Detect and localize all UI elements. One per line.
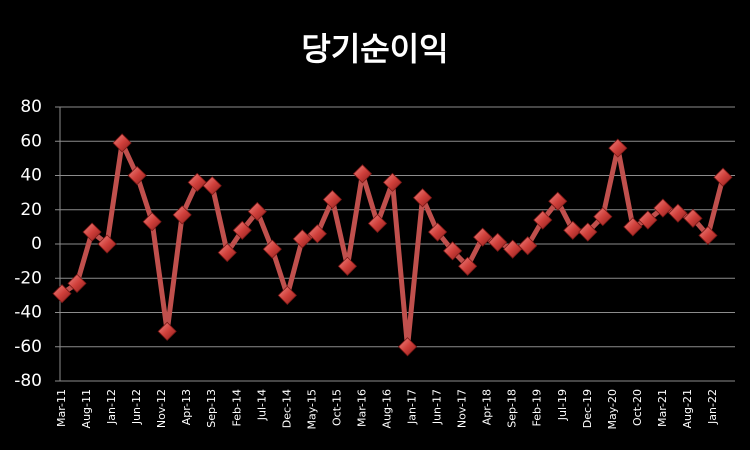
x-tick-label: May-20 [606,389,619,430]
marker [698,225,718,246]
marker [97,234,117,254]
x-tick-label: Oct-15 [330,389,343,426]
x-tick-label: Aug-11 [80,389,93,428]
x-tick-label: Sep-13 [205,389,218,428]
marker [683,208,703,228]
marker [443,241,463,261]
marker [593,207,613,227]
x-tick-label: Feb-19 [531,389,544,426]
marker [428,222,448,242]
marker [247,201,267,222]
y-tick-label: -80 [14,371,42,391]
marker [367,213,388,234]
marker [337,256,357,276]
x-tick-label: Nov-12 [155,389,168,428]
marker [608,138,628,158]
x-tick-label: Jun-12 [130,389,143,425]
marker [172,205,192,225]
marker [202,176,222,196]
x-tick-label: Sep-18 [506,389,519,428]
x-tick-label: Jul-14 [255,389,268,421]
x-tick-label: Jan-17 [406,389,419,425]
y-tick-label: 40 [20,166,42,186]
x-tick-label: Nov-17 [456,389,469,428]
x-tick-label: May-15 [305,389,318,430]
x-tick-label: Aug-16 [380,389,393,428]
x-tick-label: Mar-11 [55,389,68,427]
marker [653,198,673,218]
y-tick-label: 20 [20,200,42,220]
marker [713,167,733,187]
x-tick-label: Apr-18 [481,389,494,425]
marker [668,203,688,223]
marker [292,229,312,249]
x-tick-label: Mar-16 [355,389,368,427]
marker [232,220,252,240]
marker [277,285,297,305]
marker [262,239,282,259]
x-tick-label: Dec-14 [280,389,293,428]
marker [67,273,87,293]
x-tick-label: Jan-12 [105,389,118,425]
marker [217,242,237,263]
marker [187,172,207,192]
x-tick-label: Jan-22 [706,389,719,425]
marker [578,222,598,242]
y-tick-label: 60 [20,131,42,151]
marker [322,189,342,210]
marker [563,220,583,240]
y-tick-label: -40 [14,303,42,323]
marker [142,212,162,232]
marker [352,164,373,184]
marker [518,236,538,256]
x-tick-label: Jul-19 [556,389,569,421]
y-tick-label: -60 [14,337,42,357]
x-tick-label: Dec-19 [581,389,594,428]
marker [112,133,132,153]
marker [488,232,508,252]
marker [127,165,147,186]
marker [52,284,72,304]
x-tick-label: Apr-13 [180,389,193,425]
marker [397,337,418,357]
marker [548,191,568,211]
marker [82,222,102,242]
y-tick-label: 0 [31,234,42,254]
marker [412,188,433,208]
y-tick-label: 80 [20,97,42,117]
y-tick-label: -20 [14,268,42,288]
chart-title: 당기순이익 [301,30,448,68]
x-tick-label: Oct-20 [631,389,644,426]
marker [458,256,478,276]
marker [473,227,493,247]
x-tick-label: Feb-14 [230,389,243,426]
marker [307,224,327,244]
x-tick-label: Mar-21 [656,389,669,427]
marker [533,210,553,230]
marker [382,172,403,192]
marker [157,321,177,341]
x-tick-label: Aug-21 [681,389,694,428]
marker [623,217,643,237]
marker [638,210,658,230]
x-tick-label: Jun-17 [431,389,444,425]
